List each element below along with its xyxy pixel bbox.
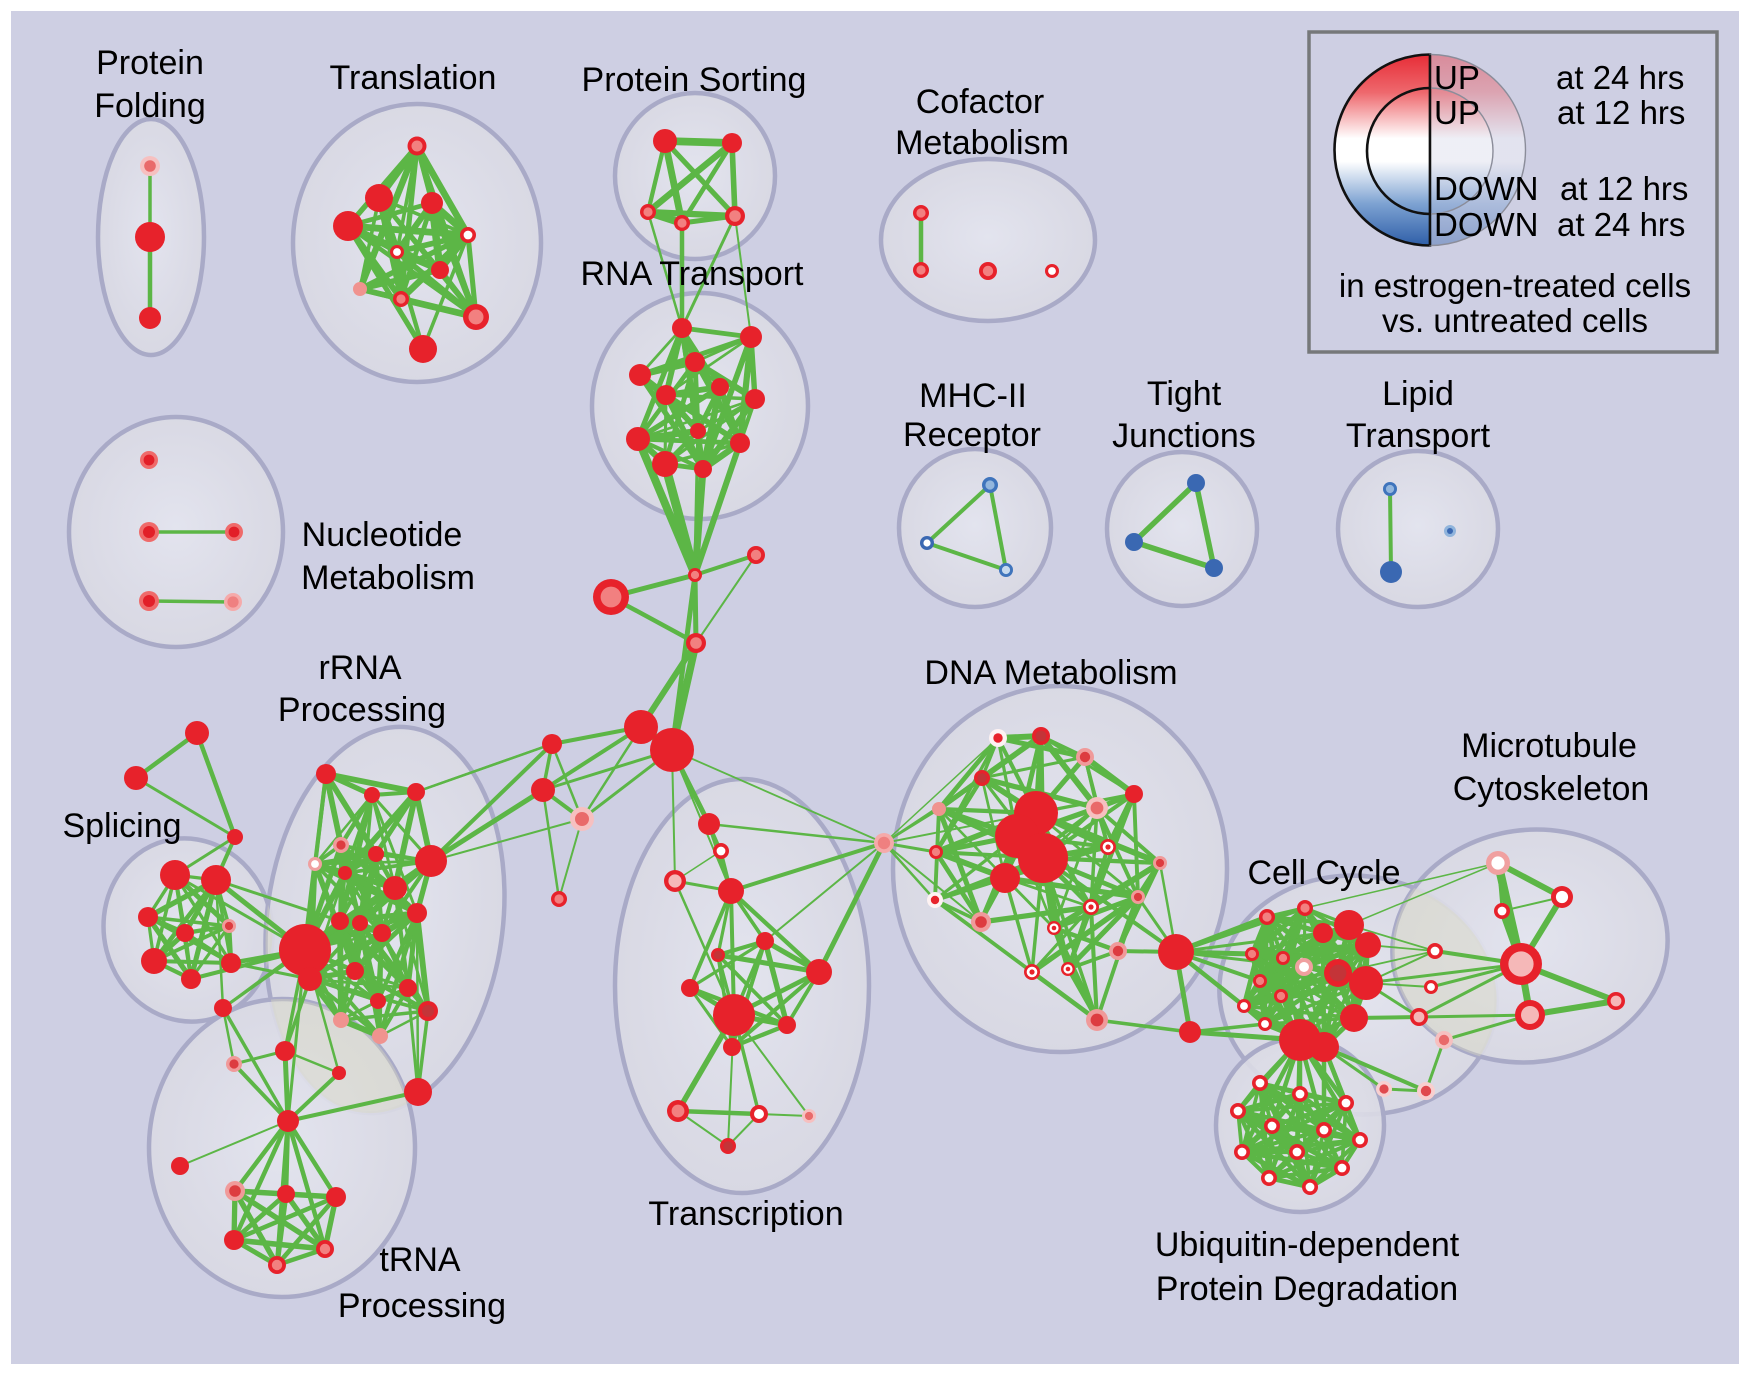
svg-text:Processing: Processing [338,1287,506,1325]
svg-text:UP: UP [1434,94,1480,131]
svg-text:Transport: Transport [1346,417,1491,455]
svg-text:Lipid: Lipid [1382,375,1454,413]
svg-text:DOWN: DOWN [1434,206,1538,243]
svg-text:Transcription: Transcription [648,1195,843,1233]
svg-text:rRNA: rRNA [318,649,401,687]
svg-text:Nucleotide: Nucleotide [302,516,463,554]
svg-text:Receptor: Receptor [903,416,1041,454]
svg-text:DOWN: DOWN [1434,170,1538,207]
svg-text:at 12 hrs: at 12 hrs [1560,170,1688,207]
svg-text:RNA Transport: RNA Transport [581,255,805,293]
svg-text:Junctions: Junctions [1112,417,1256,455]
svg-text:Tight: Tight [1147,375,1222,413]
svg-text:Protein: Protein [96,44,204,82]
svg-text:Protein Sorting: Protein Sorting [582,61,807,99]
svg-text:Folding: Folding [94,87,206,125]
svg-text:in estrogen-treated cells: in estrogen-treated cells [1339,267,1691,304]
svg-text:Processing: Processing [278,691,446,729]
svg-text:Protein Degradation: Protein Degradation [1156,1270,1458,1308]
svg-text:at 24 hrs: at 24 hrs [1556,59,1684,96]
svg-text:Cell Cycle: Cell Cycle [1247,854,1400,892]
svg-text:Cytoskeleton: Cytoskeleton [1453,770,1650,808]
svg-text:vs. untreated cells: vs. untreated cells [1382,302,1648,339]
svg-text:at 24 hrs: at 24 hrs [1557,206,1685,243]
svg-text:Translation: Translation [330,59,497,97]
svg-text:UP: UP [1434,59,1480,96]
svg-text:Splicing: Splicing [62,807,181,845]
svg-text:Microtubule: Microtubule [1461,727,1637,765]
svg-text:MHC-II: MHC-II [919,377,1027,415]
svg-text:Metabolism: Metabolism [301,559,475,597]
svg-text:tRNA: tRNA [379,1241,461,1279]
svg-text:Cofactor: Cofactor [916,83,1045,121]
svg-text:at 12 hrs: at 12 hrs [1557,94,1685,131]
svg-text:Metabolism: Metabolism [895,124,1069,162]
svg-text:DNA Metabolism: DNA Metabolism [924,654,1177,692]
svg-text:Ubiquitin-dependent: Ubiquitin-dependent [1155,1226,1460,1264]
